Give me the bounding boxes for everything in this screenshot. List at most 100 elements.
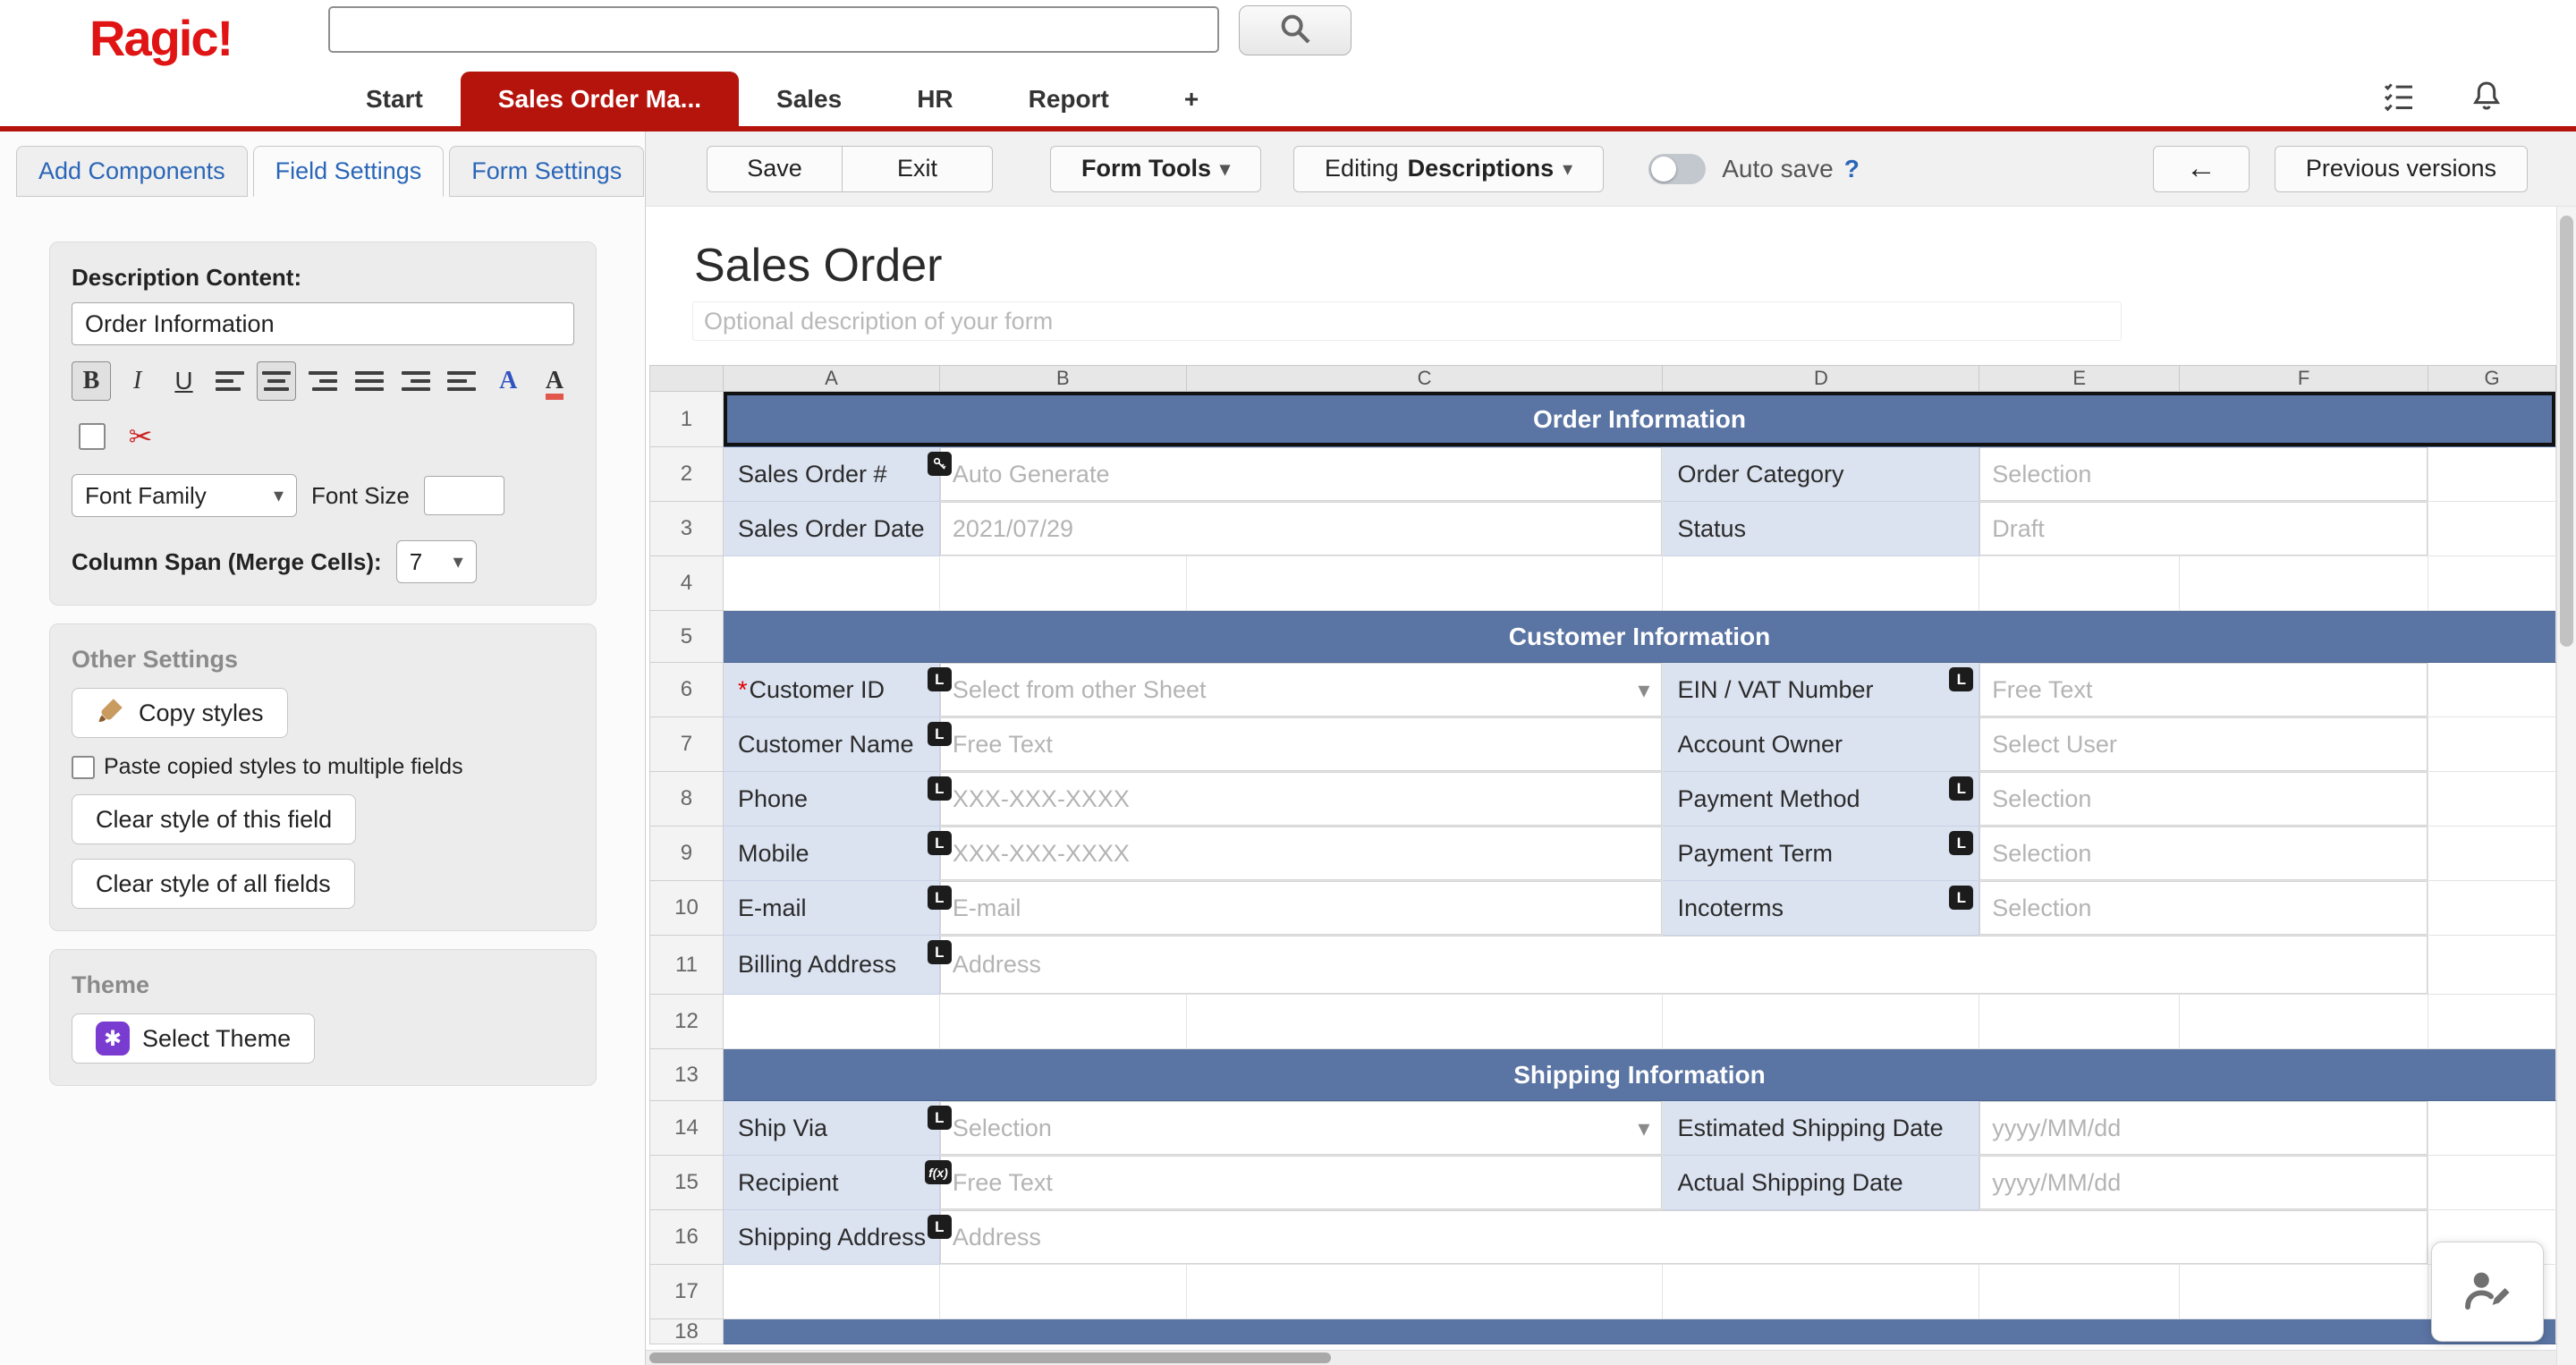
empty-cell-17-b[interactable] <box>939 1265 1187 1319</box>
field-label-sales-order-date[interactable]: Sales Order Date <box>723 502 940 556</box>
cut-button[interactable]: ✂ <box>120 417 161 456</box>
tab-item-new[interactable]: + <box>1183 85 1199 113</box>
field-value-e-mail[interactable]: E-mail <box>939 881 1664 936</box>
row-number-3[interactable]: 3 <box>650 502 724 556</box>
underline-button[interactable]: U <box>174 367 193 394</box>
notification-bell-icon[interactable] <box>2469 79 2504 114</box>
row-number-8[interactable]: 8 <box>650 772 724 827</box>
field-label-e-mail[interactable]: E-mail L <box>723 881 952 936</box>
form-tools-button[interactable]: Form Tools ▾ <box>1050 145 1262 192</box>
font-color-button[interactable]: A <box>499 367 518 394</box>
field-value-ein-vat-number[interactable]: Free Text <box>1979 663 2429 717</box>
indent-button[interactable] <box>396 361 436 401</box>
empty-cell-8-g[interactable] <box>2428 772 2556 827</box>
field-label-sales-order[interactable]: Sales Order # <box>723 447 952 502</box>
tab-sales-order-ma[interactable]: Sales Order Ma... <box>460 72 740 126</box>
field-label-payment-method[interactable]: Payment Method L <box>1663 772 1980 827</box>
clear-style-all-button[interactable]: Clear style of all fields <box>72 859 355 909</box>
empty-cell-12-a[interactable] <box>723 995 940 1049</box>
empty-cell-17-e[interactable] <box>1979 1265 2181 1319</box>
sidebar-tab-field-settings[interactable]: Field Settings <box>252 146 445 197</box>
column-header-e[interactable]: E <box>1979 365 2181 392</box>
field-label-mobile[interactable]: Mobile L <box>723 827 952 881</box>
row-number-11[interactable]: 11 <box>650 936 724 995</box>
field-label-account-owner[interactable]: Account Owner <box>1663 717 1980 772</box>
empty-cell-10-g[interactable] <box>2428 881 2556 936</box>
field-value-shipping-address[interactable]: Address <box>939 1210 2429 1265</box>
empty-cell-12-d[interactable] <box>1663 995 1980 1049</box>
empty-cell-11-g[interactable] <box>2428 936 2557 995</box>
align-right-button[interactable] <box>303 361 343 401</box>
field-label-actual-shipping-date[interactable]: Actual Shipping Date <box>1663 1156 1980 1210</box>
editing-mode-button[interactable]: Editing Descriptions ▾ <box>1293 145 1605 192</box>
empty-cell-17-c[interactable] <box>1186 1265 1664 1319</box>
column-header-b[interactable]: B <box>939 365 1187 392</box>
clear-style-field-button[interactable]: Clear style of this field <box>72 794 357 844</box>
field-value-order-category[interactable]: Selection <box>1979 447 2429 502</box>
row-number-16[interactable]: 16 <box>650 1210 724 1265</box>
italic-button[interactable]: I <box>133 367 142 394</box>
row-number-15[interactable]: 15 <box>650 1156 724 1210</box>
field-value-ship-via[interactable]: Selection ▾ <box>939 1101 1664 1156</box>
border-checkbox-button[interactable] <box>72 417 113 456</box>
align-justify-button[interactable] <box>350 361 389 401</box>
exit-button[interactable]: Exit <box>843 145 993 192</box>
field-value-sales-order-date[interactable]: 2021/07/29 <box>939 502 1664 556</box>
form-title[interactable]: Sales Order <box>694 240 943 292</box>
field-value-sales-order[interactable]: Auto Generate <box>939 447 1664 502</box>
previous-versions-button[interactable]: Previous versions <box>2274 145 2528 192</box>
field-value-account-owner[interactable]: Select User <box>1979 717 2429 772</box>
empty-cell-9-g[interactable] <box>2428 827 2556 881</box>
field-value-mobile[interactable]: XXX-XXX-XXXX <box>939 827 1664 881</box>
copy-styles-button[interactable]: Copy styles <box>72 688 288 738</box>
field-label-estimated-shipping-date[interactable]: Estimated Shipping Date <box>1663 1101 1980 1156</box>
empty-cell-17-d[interactable] <box>1663 1265 1980 1319</box>
empty-cell-12-e[interactable] <box>1979 995 2181 1049</box>
empty-cell-17-a[interactable] <box>723 1265 940 1319</box>
field-value-actual-shipping-date[interactable]: yyyy/MM/dd <box>1979 1156 2429 1210</box>
empty-cell-12-c[interactable] <box>1186 995 1664 1049</box>
field-label-customer-id[interactable]: *Customer ID L <box>723 663 952 717</box>
empty-cell-6-g[interactable] <box>2428 663 2556 717</box>
column-header-g[interactable]: G <box>2428 365 2557 392</box>
highlight-color-button[interactable]: A <box>545 363 564 400</box>
column-header-c[interactable]: C <box>1186 365 1664 392</box>
assign-users-button[interactable] <box>2431 1242 2544 1342</box>
font-size-input[interactable] <box>423 476 504 515</box>
search-button[interactable] <box>1239 5 1352 55</box>
field-value-payment-term[interactable]: Selection <box>1979 827 2429 881</box>
vertical-scrollbar-thumb[interactable] <box>2560 216 2573 647</box>
field-value-payment-method[interactable]: Selection <box>1979 772 2429 827</box>
row-number-12[interactable]: 12 <box>650 995 724 1049</box>
row-number-13[interactable]: 13 <box>650 1049 724 1101</box>
field-value-billing-address[interactable]: Address <box>939 936 2429 995</box>
empty-cell-4-d[interactable] <box>1663 556 1980 611</box>
field-label-ein-vat-number[interactable]: EIN / VAT Number L <box>1663 663 1980 717</box>
empty-cell-4-f[interactable] <box>2180 556 2429 611</box>
field-value-estimated-shipping-date[interactable]: yyyy/MM/dd <box>1979 1101 2429 1156</box>
field-label-customer-name[interactable]: Customer Name L <box>723 717 952 772</box>
row-number-7[interactable]: 7 <box>650 717 724 772</box>
field-label-payment-term[interactable]: Payment Term L <box>1663 827 1980 881</box>
align-center-button[interactable] <box>257 361 297 401</box>
vertical-scrollbar[interactable] <box>2556 207 2576 1365</box>
tasks-checklist-icon[interactable] <box>2379 79 2419 114</box>
empty-cell-15-g[interactable] <box>2428 1156 2556 1210</box>
empty-cell-4-b[interactable] <box>939 556 1187 611</box>
search-input[interactable] <box>328 6 1219 53</box>
field-value-phone[interactable]: XXX-XXX-XXXX <box>939 772 1664 827</box>
field-value-incoterms[interactable]: Selection <box>1979 881 2429 936</box>
column-header-d[interactable]: D <box>1663 365 1980 392</box>
field-label-incoterms[interactable]: Incoterms L <box>1663 881 1980 936</box>
empty-cell-2-g[interactable] <box>2428 447 2556 502</box>
empty-cell-3-g[interactable] <box>2428 502 2556 556</box>
empty-cell-14-g[interactable] <box>2428 1101 2556 1156</box>
field-label-order-category[interactable]: Order Category <box>1663 447 1980 502</box>
column-header-a[interactable]: A <box>723 365 940 392</box>
bold-button[interactable]: B <box>72 361 111 401</box>
row-number-17[interactable]: 17 <box>650 1265 724 1319</box>
field-label-phone[interactable]: Phone L <box>723 772 952 827</box>
field-label-recipient[interactable]: Recipient f(x) <box>723 1156 952 1210</box>
section-header-shipping-information[interactable]: Shipping Information <box>723 1049 2556 1101</box>
back-button[interactable]: ← <box>2152 145 2250 192</box>
